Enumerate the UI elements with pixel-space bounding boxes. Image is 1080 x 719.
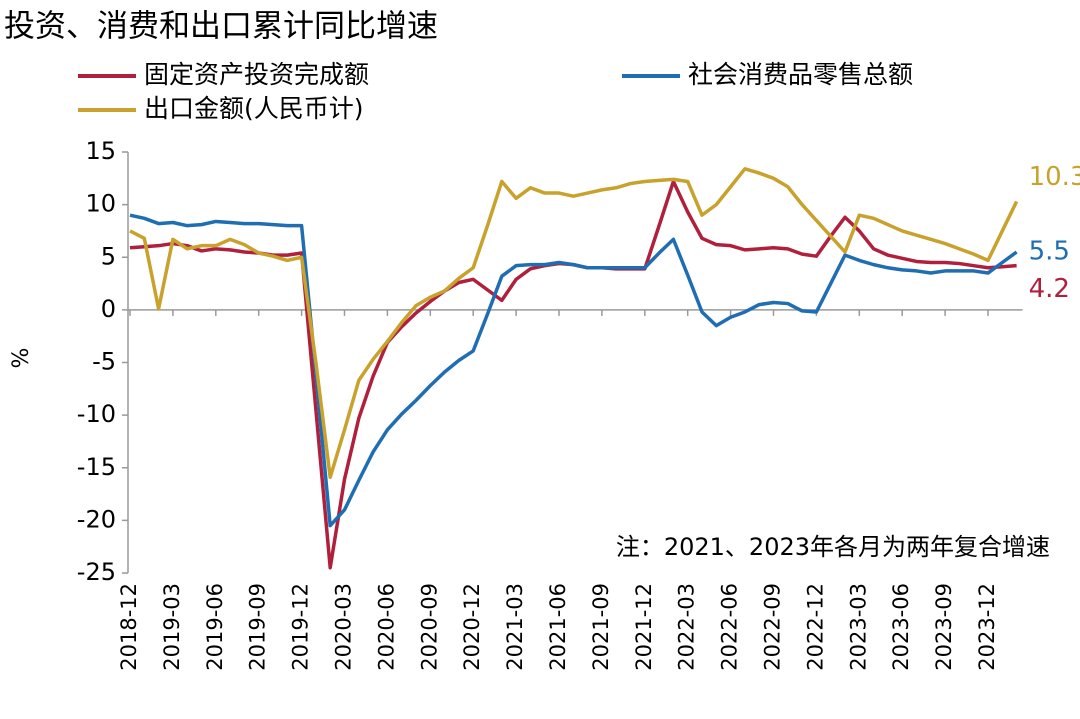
y-tick-label: -5 xyxy=(92,348,116,376)
value-label: 5.5 xyxy=(1029,236,1070,266)
x-tick-label: 2020-03 xyxy=(332,583,356,671)
x-tick-label: 2023-03 xyxy=(846,583,870,671)
y-tick-label: -15 xyxy=(77,453,116,481)
y-tick-label: -10 xyxy=(77,400,116,428)
line-series xyxy=(129,213,1018,528)
x-tick-label: 2018-12 xyxy=(117,583,141,671)
x-tick-label: 2022-12 xyxy=(803,583,827,671)
x-tick-label: 2019-12 xyxy=(289,583,313,671)
value-label: 10.3 xyxy=(1029,162,1080,192)
y-tick-label: -25 xyxy=(77,558,116,586)
legend-label: 社会消费品零售总额 xyxy=(688,60,913,89)
x-tick-label: 2022-03 xyxy=(675,583,699,671)
x-tick-label: 2023-12 xyxy=(975,583,999,671)
value-label: 4.2 xyxy=(1029,274,1070,304)
x-tick-label: 2021-12 xyxy=(632,583,656,671)
y-tick-label: 0 xyxy=(101,295,116,323)
x-tick-label: 2019-06 xyxy=(203,583,227,671)
y-axis-label: % xyxy=(9,348,34,369)
y-tick-label: 10 xyxy=(85,190,116,218)
chart-title: 投资、消费和出口累计同比增速 xyxy=(4,9,438,45)
x-tick-label: 2023-09 xyxy=(932,583,956,671)
legend-label: 出口金额(人民币计) xyxy=(144,94,364,123)
annotation: 注：2021、2023年各月为两年复合增速 xyxy=(616,533,1050,561)
x-tick-label: 2020-09 xyxy=(417,583,441,671)
x-tick-label: 2019-03 xyxy=(160,583,184,671)
y-tick-label: 5 xyxy=(101,242,116,270)
x-tick-label: 2022-09 xyxy=(761,583,785,671)
x-tick-label: 2023-06 xyxy=(889,583,913,671)
y-tick-label: 15 xyxy=(85,137,116,165)
legend-label: 固定资产投资完成额 xyxy=(144,60,369,89)
x-tick-label: 2022-06 xyxy=(718,583,742,671)
x-tick-label: 2020-06 xyxy=(374,583,398,671)
line-series xyxy=(129,179,1017,570)
y-tick-label: -20 xyxy=(77,505,116,533)
x-tick-label: 2021-06 xyxy=(546,583,570,671)
x-tick-label: 2019-09 xyxy=(246,583,270,671)
x-tick-label: 2021-09 xyxy=(589,583,613,671)
x-tick-label: 2020-12 xyxy=(460,583,484,671)
x-tick-label: 2021-03 xyxy=(503,583,527,671)
line-series xyxy=(129,167,1019,479)
